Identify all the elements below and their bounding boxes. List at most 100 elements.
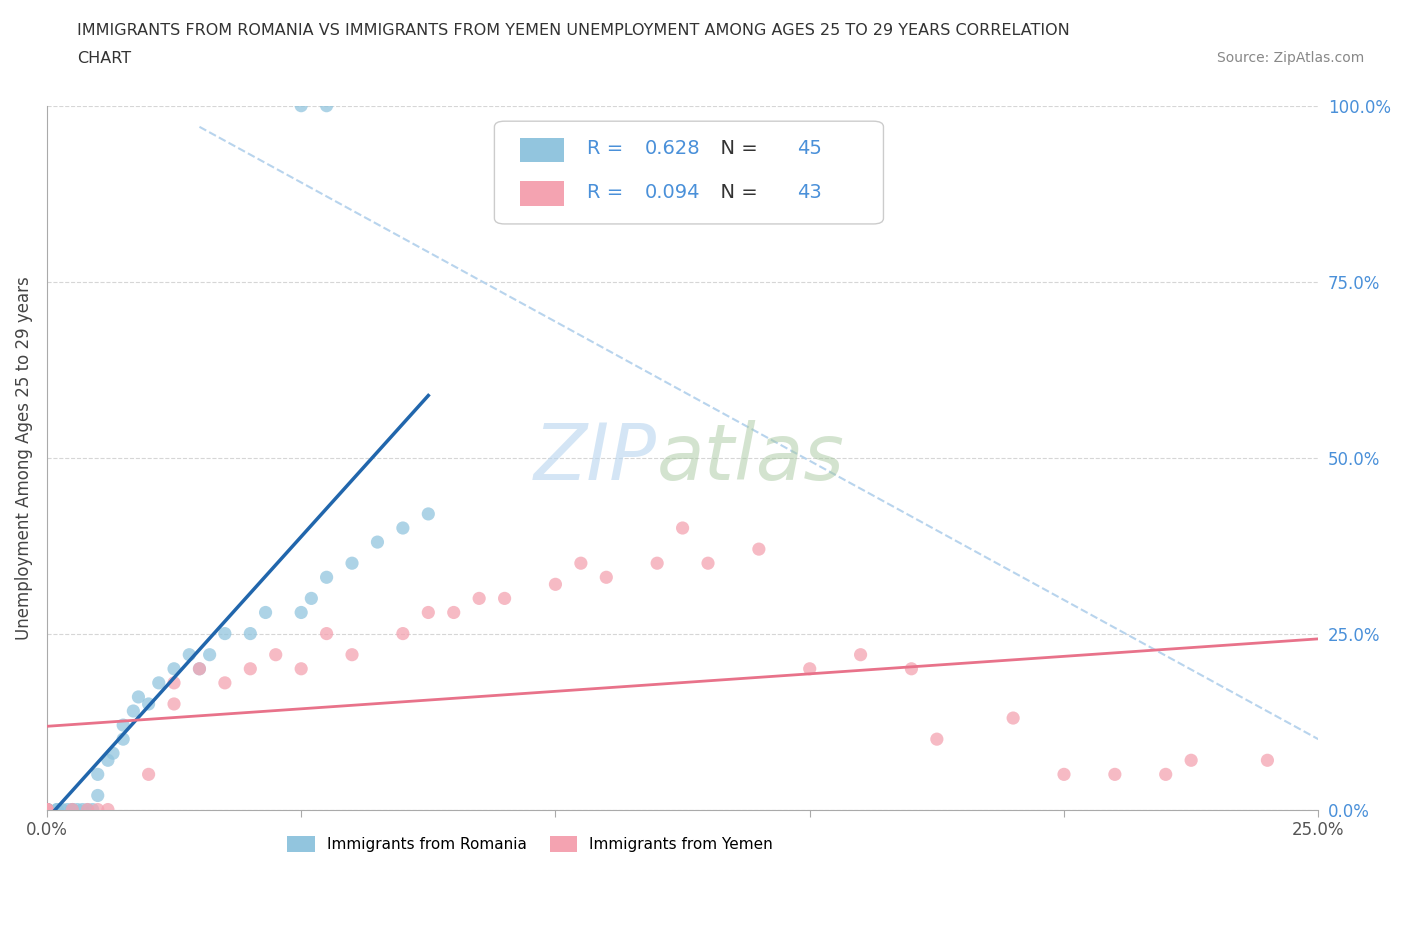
Point — [544, 577, 567, 591]
Point — [1256, 753, 1278, 768]
Point — [35, 802, 58, 817]
Point — [35, 802, 58, 817]
Point — [35, 802, 58, 817]
Point — [1180, 753, 1202, 768]
Point — [138, 767, 160, 782]
Point — [315, 99, 337, 113]
Point — [595, 570, 617, 585]
Point — [148, 675, 170, 690]
Text: 45: 45 — [797, 140, 823, 158]
Point — [214, 675, 236, 690]
Point — [366, 535, 388, 550]
Point — [112, 718, 135, 733]
Point — [697, 556, 720, 571]
Point — [340, 647, 363, 662]
Point — [214, 626, 236, 641]
Point — [443, 605, 465, 620]
Point — [315, 570, 337, 585]
Point — [46, 802, 69, 817]
Point — [56, 802, 79, 817]
Text: Source: ZipAtlas.com: Source: ZipAtlas.com — [1216, 51, 1364, 65]
Point — [35, 802, 58, 817]
Point — [239, 626, 262, 641]
Point — [35, 802, 58, 817]
Point — [748, 541, 770, 556]
Point — [188, 661, 211, 676]
Point — [138, 697, 160, 711]
Point — [179, 647, 201, 662]
Point — [46, 802, 69, 817]
Point — [60, 802, 83, 817]
Point — [239, 661, 262, 676]
Point — [671, 521, 693, 536]
Point — [392, 626, 415, 641]
Point — [418, 605, 440, 620]
Point — [392, 521, 415, 536]
Text: atlas: atlas — [657, 419, 845, 496]
Point — [188, 661, 211, 676]
Point — [163, 661, 186, 676]
Text: 0.094: 0.094 — [644, 183, 700, 202]
Point — [101, 746, 124, 761]
Text: ZIP: ZIP — [534, 419, 657, 496]
Point — [87, 788, 110, 803]
Point — [468, 591, 491, 605]
Point — [35, 802, 58, 817]
Point — [254, 605, 277, 620]
Text: N =: N = — [709, 183, 763, 202]
Point — [35, 802, 58, 817]
FancyBboxPatch shape — [495, 121, 883, 224]
Point — [35, 802, 58, 817]
Point — [569, 556, 592, 571]
Point — [299, 591, 322, 605]
Point — [1002, 711, 1025, 725]
Point — [51, 802, 73, 817]
Point — [97, 753, 120, 768]
Point — [198, 647, 221, 662]
Point — [900, 661, 922, 676]
Point — [315, 626, 337, 641]
Point — [82, 802, 104, 817]
Point — [494, 591, 516, 605]
Point — [340, 556, 363, 571]
Text: CHART: CHART — [77, 51, 131, 66]
Bar — [520, 138, 564, 163]
Point — [60, 802, 83, 817]
Point — [1154, 767, 1177, 782]
Point — [97, 802, 120, 817]
Point — [76, 802, 98, 817]
Point — [799, 661, 821, 676]
Point — [87, 802, 110, 817]
Point — [76, 802, 98, 817]
Point — [163, 697, 186, 711]
Point — [290, 605, 312, 620]
Legend: Immigrants from Romania, Immigrants from Yemen: Immigrants from Romania, Immigrants from… — [281, 830, 779, 858]
Point — [35, 802, 58, 817]
Point — [1104, 767, 1126, 782]
Point — [645, 556, 668, 571]
Point — [290, 661, 312, 676]
Point — [35, 802, 58, 817]
Bar — [520, 181, 564, 206]
Text: R =: R = — [588, 140, 630, 158]
Point — [849, 647, 872, 662]
Point — [35, 802, 58, 817]
Text: IMMIGRANTS FROM ROMANIA VS IMMIGRANTS FROM YEMEN UNEMPLOYMENT AMONG AGES 25 TO 2: IMMIGRANTS FROM ROMANIA VS IMMIGRANTS FR… — [77, 23, 1070, 38]
Point — [122, 704, 145, 719]
Point — [163, 675, 186, 690]
Point — [1053, 767, 1076, 782]
Point — [112, 732, 135, 747]
Point — [925, 732, 948, 747]
Point — [66, 802, 89, 817]
Point — [35, 802, 58, 817]
Text: 0.628: 0.628 — [644, 140, 700, 158]
Point — [35, 802, 58, 817]
Point — [290, 99, 312, 113]
Point — [264, 647, 287, 662]
Point — [87, 767, 110, 782]
Point — [35, 802, 58, 817]
Point — [72, 802, 94, 817]
Point — [35, 802, 58, 817]
Point — [35, 802, 58, 817]
Point — [60, 802, 83, 817]
